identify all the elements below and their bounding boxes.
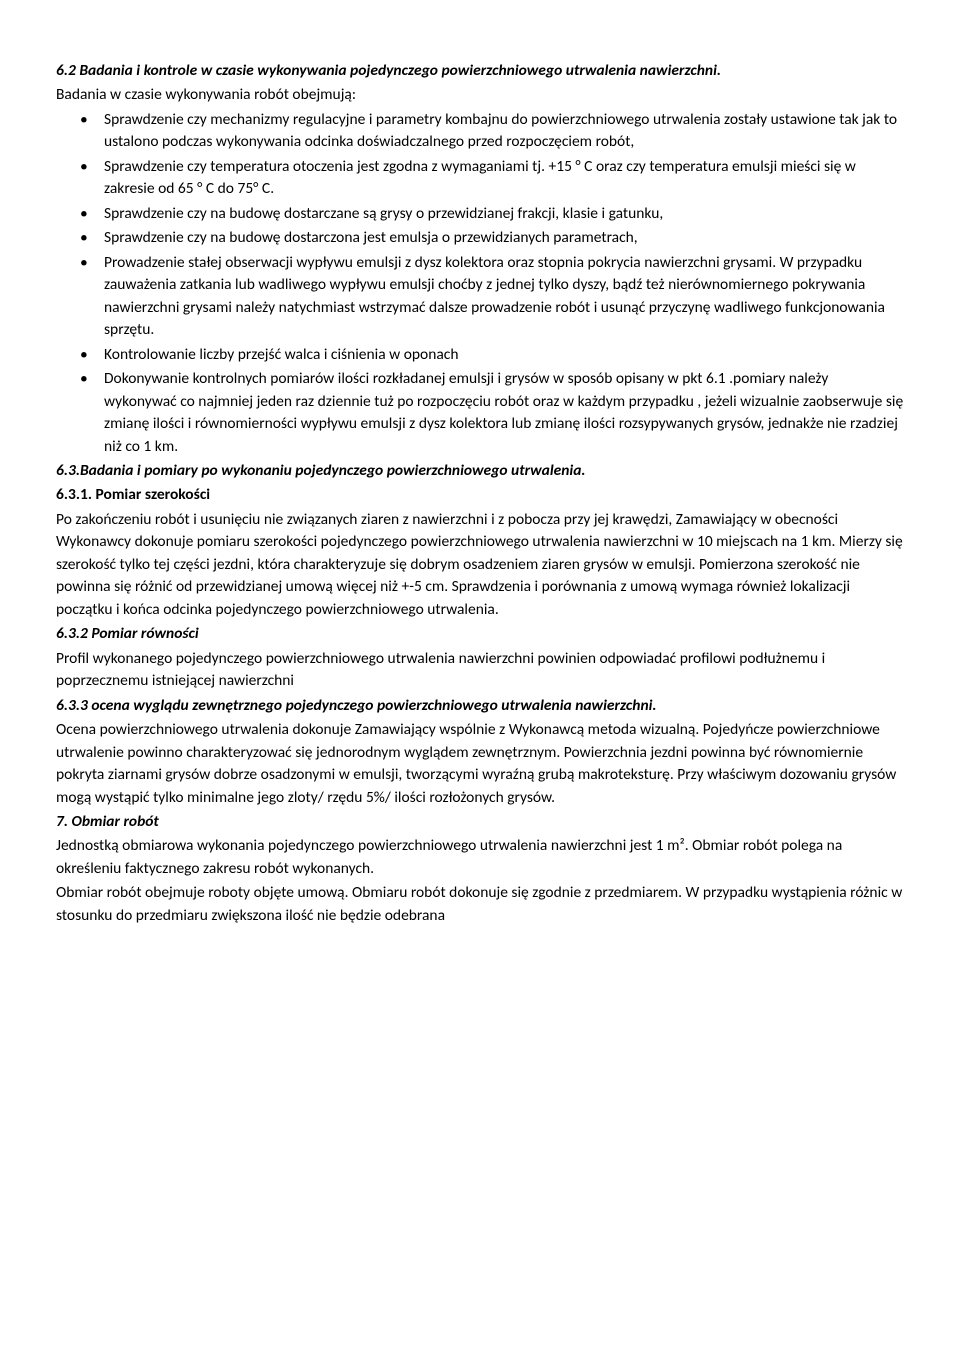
section-6-2-intro: Badania w czasie wykonywania robót obejm… — [56, 84, 904, 106]
bullet-item: Sprawdzenie czy mechanizmy regulacyjne i… — [56, 109, 904, 154]
section-6-3-2-body: Profil wykonanego pojedynczego powierzch… — [56, 648, 904, 693]
section-6-2-bullets: Sprawdzenie czy mechanizmy regulacyjne i… — [56, 109, 904, 458]
section-7-title: 7. Obmiar robót — [56, 811, 904, 833]
bullet-item: Prowadzenie stałej obserwacji wypływu em… — [56, 252, 904, 342]
bullet-item: Sprawdzenie czy na budowę dostarczane są… — [56, 203, 904, 225]
section-6-3-title: 6.3.Badania i pomiary po wykonaniu pojed… — [56, 460, 904, 482]
section-6-3-3-body: Ocena powierzchniowego utrwalenia dokonu… — [56, 719, 904, 809]
section-6-3-2-title: 6.3.2 Pomiar równości — [56, 623, 904, 645]
bullet-item: Kontrolowanie liczby przejść walca i ciś… — [56, 344, 904, 366]
bullet-item: Dokonywanie kontrolnych pomiarów ilości … — [56, 368, 904, 458]
section-6-3-3-title: 6.3.3 ocena wyglądu zewnętrznego pojedyn… — [56, 695, 904, 717]
bullet-item: Sprawdzenie czy temperatura otoczenia je… — [56, 156, 904, 201]
section-7-body: Jednostką obmiarowa wykonania pojedyncze… — [56, 835, 904, 880]
section-6-3-1-body: Po zakończeniu robót i usunięciu nie zwi… — [56, 509, 904, 621]
bullet-item: Sprawdzenie czy na budowę dostarczona je… — [56, 227, 904, 249]
section-7-body2: Obmiar robót obejmuje roboty objęte umow… — [56, 882, 904, 927]
section-6-3-1-title: 6.3.1. Pomiar szerokości — [56, 484, 904, 506]
section-6-2-title: 6.2 Badania i kontrole w czasie wykonywa… — [56, 60, 904, 82]
